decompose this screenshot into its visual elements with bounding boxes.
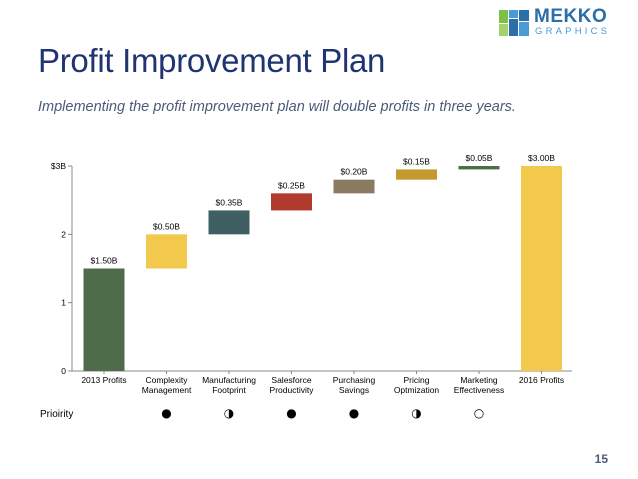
x-tick-label-line: Productivity [270,385,315,395]
x-tick-label: Marketing Effectiveness [454,375,504,395]
bar [146,234,187,269]
page-subtitle: Implementing the profit improvement plan… [38,99,516,115]
bar-value-label: $0.15B [403,156,430,166]
bar-value-label: $0.20B [341,167,368,177]
y-tick-label: 0 [61,366,66,376]
bar [271,193,312,211]
priority-mark-icon: ○ [473,406,485,420]
bar-value-label: $0.05B [466,153,493,163]
x-tick-label-line: Management [142,385,192,395]
priority-mark-icon: ● [286,406,297,420]
x-tick-label-line: Complexity [145,375,188,385]
bar-value-label: $3.00B [528,153,555,163]
bar [333,179,375,194]
x-tick-label: 2013 Profits [81,375,126,385]
page-title: Profit Improvement Plan [38,42,386,79]
x-tick-label: 2016 Profits [519,375,564,385]
x-tick-label-line: Purchasing [333,375,376,385]
page-number: 15 [594,452,608,466]
logo-mark-icon [499,10,529,36]
x-tick-label-line: Footprint [212,385,246,395]
bar-value-label: $1.50B [91,256,118,266]
y-tick-label: 1 [61,298,66,308]
bar [83,268,125,371]
bar [458,166,500,170]
x-tick-label: Salesforce Productivity [270,375,315,395]
x-tick-label: Complexity Management [142,375,192,395]
x-tick-label-line: Manufacturing [202,375,256,385]
priority-mark-icon: ● [161,406,172,420]
x-tick-label: Manufacturing Footprint [202,375,256,395]
x-tick-label-line: Optmization [394,385,440,395]
x-tick-label: Purchasing Savings [333,375,376,395]
x-tick-label-line: 2016 Profits [519,375,564,385]
bar [521,166,562,371]
logo-wordmark: MEKKO [534,6,608,27]
x-tick-label-line: Effectiveness [454,385,504,395]
bar [396,169,437,180]
bar-value-label: $0.35B [216,197,243,207]
x-tick-label-line: Salesforce [271,375,311,385]
bar-value-label: $0.50B [153,221,180,231]
priority-mark-icon: ◑ [411,406,422,420]
x-tick-label: Pricing Optmization [394,375,440,395]
x-tick-label-line: Marketing [460,375,498,385]
y-tick-label: 2 [61,229,66,239]
bar-value-label: $0.25B [278,180,305,190]
bar [208,210,250,235]
mekko-graphics-logo: MEKKO GRAPHICS [497,6,631,40]
priority-mark-icon: ◑ [223,406,235,420]
logo-subtitle: GRAPHICS [535,26,611,37]
y-tick-label: $3B [51,161,66,171]
x-tick-label-line: Savings [339,385,369,395]
x-tick-label-line: 2013 Profits [81,375,126,385]
priority-mark-icon: ● [348,406,360,420]
x-tick-label-line: Pricing [404,375,430,385]
priority-label: Prioirity [40,409,74,420]
